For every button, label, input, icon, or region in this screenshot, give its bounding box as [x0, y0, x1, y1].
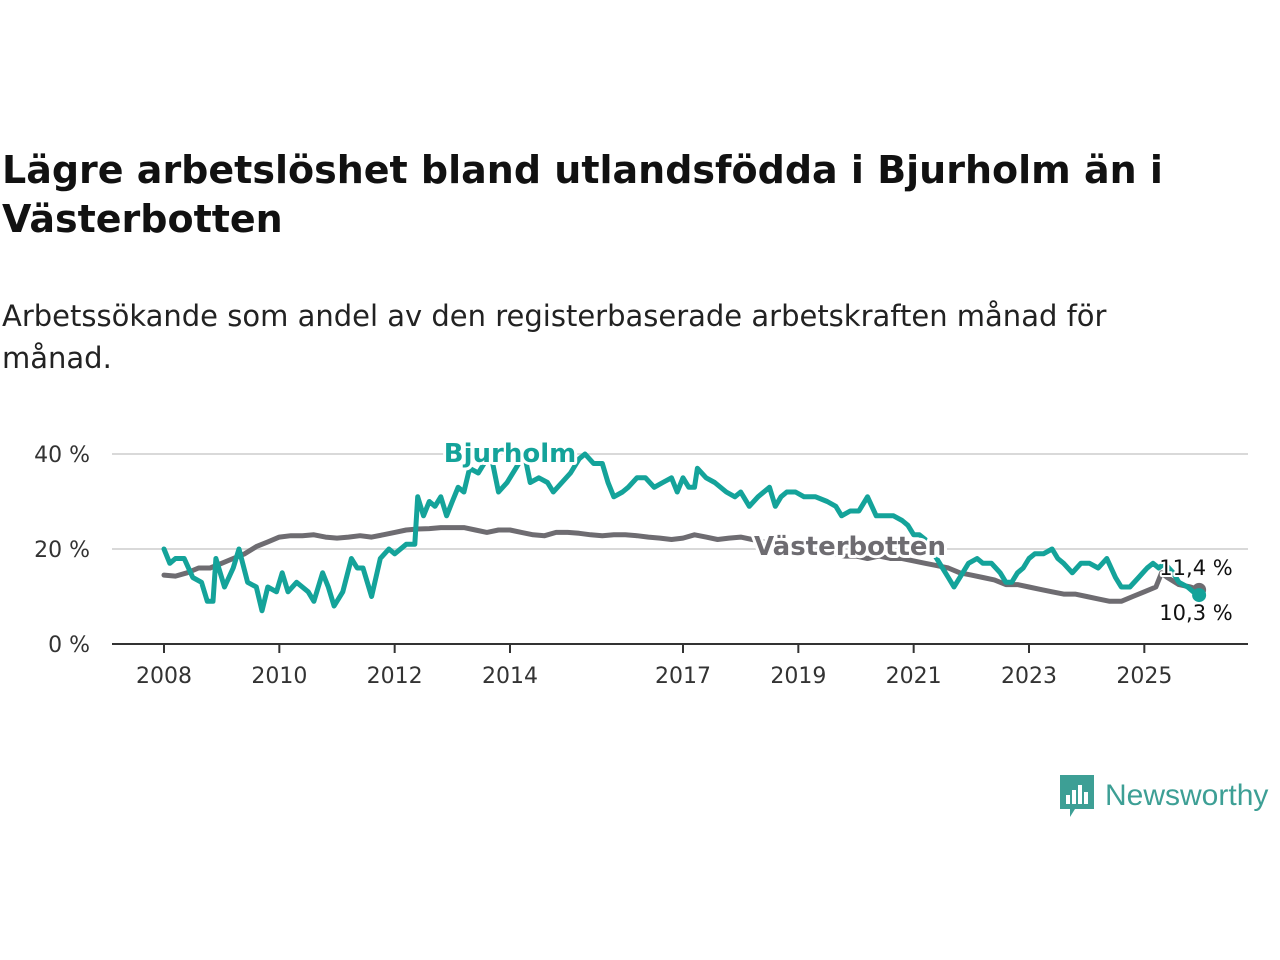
y-tick-label: 20 % [34, 538, 90, 563]
x-tick-label: 2008 [136, 664, 192, 689]
end-point-bjurholm [1192, 588, 1207, 603]
newsworthy-logo: Newsworthy [1058, 772, 1268, 820]
x-tick-label: 2019 [770, 664, 826, 689]
grid-layer [112, 453, 1248, 550]
x-tick-label: 2017 [655, 664, 711, 689]
x-tick-label: 2012 [367, 664, 423, 689]
x-tick-label: 2010 [251, 664, 307, 689]
newsworthy-logo-text: Newsworthy [1105, 779, 1269, 812]
series-line-bjurholm [161, 451, 1202, 614]
chart-svg: 0 % 20 % 40 % 2008 2010 2012 2014 2017 2019 2021 2… [34, 436, 1248, 689]
series-label-bjurholm: Bjurholm [444, 439, 576, 469]
x-tick-label: 2014 [482, 664, 538, 689]
series-label-vasterbotten: Västerbotten [754, 532, 946, 562]
axis-layer: 0 % 20 % 40 % 2008 2010 2012 2014 2017 2019 2021 2… [34, 443, 1248, 689]
x-tick-label: 2025 [1116, 664, 1172, 689]
series-line-vasterbotten [161, 525, 1202, 604]
newsworthy-logo-icon [1060, 775, 1094, 817]
line-chart: 0 % 20 % 40 % 2008 2010 2012 2014 2017 2019 2021 2… [0, 420, 1280, 710]
x-tick-label: 2021 [886, 664, 942, 689]
end-label-bjurholm: 10,3 % [1159, 601, 1232, 625]
end-label-vasterbotten: 11,4 % [1159, 556, 1232, 580]
series-layer [161, 451, 1207, 614]
chart-subtitle: Arbetssökande som andel av den registerb… [2, 299, 1107, 375]
chart-title: Lägre arbetslöshet bland utlandsfödda i … [2, 148, 1163, 241]
y-tick-label: 0 % [48, 633, 90, 658]
label-layer: Bjurholm Västerbotten 11,4 % 10,3 % [441, 436, 1235, 627]
x-tick-label: 2023 [1001, 664, 1057, 689]
y-tick-label: 40 % [34, 443, 90, 468]
